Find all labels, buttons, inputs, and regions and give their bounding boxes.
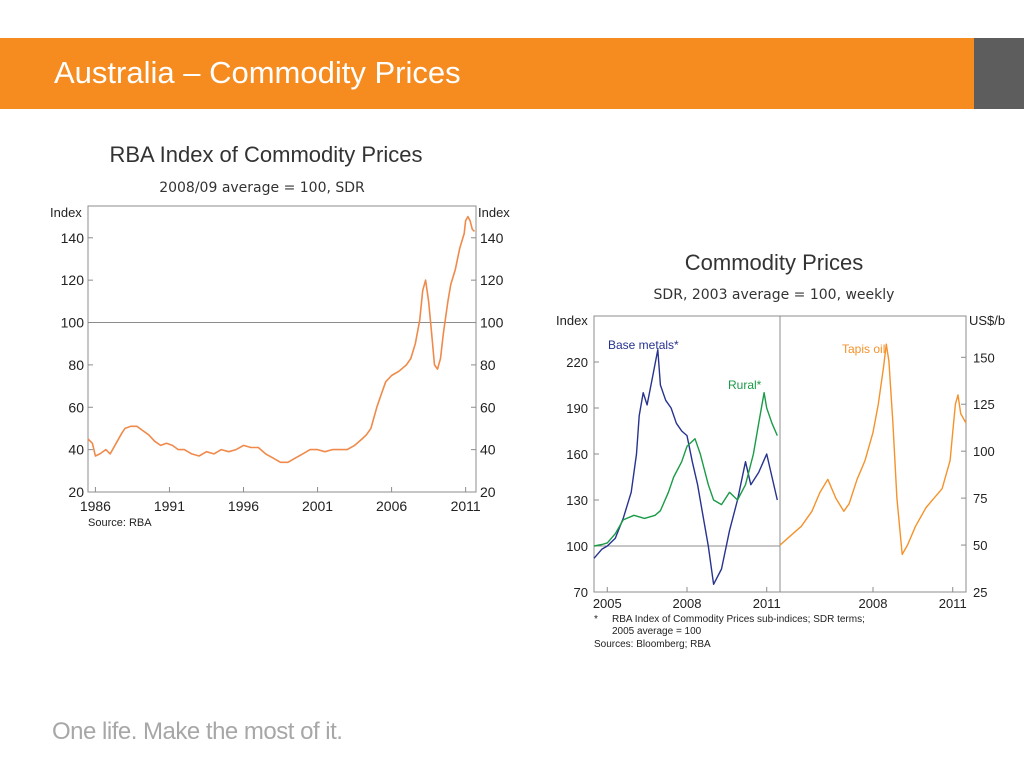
chart2-series-line xyxy=(593,392,778,547)
chart2-x-tick-label: 2008 xyxy=(859,596,888,611)
chart1-series-line xyxy=(87,215,476,464)
chart2-right-y-tick-label: 25 xyxy=(973,585,987,600)
chart1-y-tick-label-right: 80 xyxy=(480,357,496,373)
chart1-y-tick-label-right: 100 xyxy=(480,315,504,331)
chart-subtitle-rba-index: 2008/09 average = 100, SDR xyxy=(159,180,365,196)
chart2-series-label: Base metals* xyxy=(608,338,679,352)
chart2-left-y-tick-label: 160 xyxy=(566,447,588,462)
chart2-footnote-marker: * xyxy=(594,614,598,625)
chart1-left-axis-label: Index xyxy=(50,205,82,220)
chart1-y-tick-label-right: 40 xyxy=(480,442,496,458)
chart2-left-y-tick-label: 100 xyxy=(566,539,588,554)
footer-tagline: One life. Make the most of it. xyxy=(52,718,343,745)
chart2-right-y-tick-label: 75 xyxy=(973,491,987,506)
chart2-series-line xyxy=(593,349,778,585)
chart1-x-tick-label: 1996 xyxy=(228,498,259,514)
chart1-x-tick-label: 1991 xyxy=(154,498,185,514)
chart2-x-tick-label: 2011 xyxy=(753,596,781,611)
chart1-plot-frame xyxy=(87,205,477,493)
chart1-y-tick-label-right: 60 xyxy=(480,399,496,415)
chart2-x-tick-label: 2011 xyxy=(939,596,967,611)
chart1-x-tick-label: 2006 xyxy=(376,498,407,514)
chart-subtitle-commodity-prices: SDR, 2003 average = 100, weekly xyxy=(653,287,895,303)
chart2-right-y-tick-label: 100 xyxy=(973,444,995,459)
chart2-left-y-tick-label: 220 xyxy=(566,355,588,370)
chart1-y-tick-label-left: 60 xyxy=(68,399,84,415)
chart2-source-note: Sources: Bloomberg; RBA xyxy=(594,639,711,650)
chart2-left-axis-label: Index xyxy=(556,313,588,328)
chart2-series-line xyxy=(779,343,967,556)
chart1-source-note: Source: RBA xyxy=(88,517,152,529)
chart1-y-tick-label-left: 80 xyxy=(68,357,84,373)
chart1-y-tick-label-left: 140 xyxy=(61,230,85,246)
chart2-left-y-tick-label: 190 xyxy=(566,401,588,416)
chart2-right-y-tick-label: 150 xyxy=(973,350,995,365)
chart2-x-tick-label: 2008 xyxy=(673,596,702,611)
chart1-x-tick-label: 2011 xyxy=(451,498,481,514)
chart2-footnote-line: RBA Index of Commodity Prices sub-indice… xyxy=(612,614,865,625)
chart2-footnote-line: 2005 average = 100 xyxy=(612,626,702,637)
chart2-right-y-tick-label: 125 xyxy=(973,397,995,412)
header-accent xyxy=(974,38,1024,109)
chart2-left-y-tick-label: 130 xyxy=(566,493,588,508)
chart1-y-tick-label-right: 120 xyxy=(480,272,504,288)
chart1-y-tick-label-right: 20 xyxy=(480,484,496,500)
page-title: Australia – Commodity Prices xyxy=(54,55,461,90)
header-bar xyxy=(0,38,974,109)
chart2-x-tick-label: 2005 xyxy=(593,596,622,611)
chart2-series-label: Rural* xyxy=(728,378,762,392)
chart1-x-tick-label: 1986 xyxy=(80,498,111,514)
chart1-y-tick-label-left: 20 xyxy=(68,484,84,500)
chart1-y-tick-label-left: 40 xyxy=(68,442,84,458)
chart1-right-axis-label: Index xyxy=(478,205,510,220)
chart1-y-tick-label-left: 100 xyxy=(61,315,85,331)
chart1-y-tick-label-right: 140 xyxy=(480,230,504,246)
chart1-x-tick-label: 2001 xyxy=(302,498,333,514)
chart-title-rba-index: RBA Index of Commodity Prices xyxy=(109,142,423,167)
chart2-right-axis-label: US$/b xyxy=(969,313,1005,328)
chart1-y-tick-label-left: 120 xyxy=(61,272,85,288)
chart2-series-label: Tapis oil xyxy=(842,342,885,356)
chart2-right-y-tick-label: 50 xyxy=(973,538,987,553)
chart-title-commodity-prices: Commodity Prices xyxy=(684,250,864,275)
chart2-left-y-tick-label: 70 xyxy=(574,585,588,600)
